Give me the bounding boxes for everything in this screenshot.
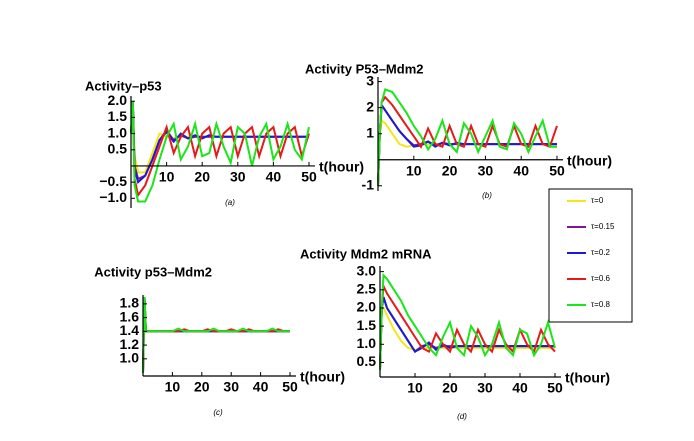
series-line [379, 307, 555, 370]
x-tick-label: 30 [478, 162, 494, 178]
y-tick-label: 1.0 [357, 335, 377, 351]
x-tick-label: 50 [549, 162, 565, 178]
y-tick-label: 3 [366, 72, 374, 88]
y-tick-label: 1.0 [108, 124, 128, 140]
x-tick-label: 10 [159, 169, 175, 185]
legend-label: τ=0.15 [591, 222, 615, 231]
y-tick-label: 1.0 [120, 350, 140, 366]
chart-title: Activity P53–Mdm2 [305, 61, 424, 76]
caption: (c) [213, 408, 223, 417]
y-tick-label: 2.5 [357, 281, 377, 297]
series-line [379, 272, 556, 370]
y-tick-label: 0.5 [357, 353, 377, 369]
series-line [377, 118, 557, 186]
legend-label: τ=0 [591, 196, 604, 205]
y-tick-label: 0.5 [108, 140, 128, 156]
y-tick-label: 2.0 [357, 299, 377, 315]
caption: (b) [482, 191, 492, 200]
x-axis-label: t(hour) [300, 369, 345, 385]
y-tick-label: 1.6 [120, 308, 140, 324]
x-tick-label: 30 [230, 169, 246, 185]
x-tick-label: 50 [301, 169, 317, 185]
caption: (d) [457, 412, 467, 421]
chart-title: Activity Mdm2 mRNA [300, 246, 432, 261]
series-line [142, 296, 290, 373]
y-tick-label: -1 [362, 176, 375, 192]
x-tick-label: 50 [282, 379, 298, 395]
y-tick-label: 1.4 [120, 322, 140, 338]
y-tick-label: 1 [366, 124, 374, 140]
x-axis-label: t(hour) [319, 159, 364, 175]
x-tick-label: 40 [512, 380, 528, 396]
series-line [379, 296, 555, 370]
series-line [379, 282, 556, 370]
x-tick-label: 40 [513, 162, 529, 178]
legend-label: τ=0.8 [591, 300, 611, 309]
y-tick-label: 3.0 [357, 262, 377, 278]
legend-label: τ=0.2 [591, 248, 611, 257]
series-line [130, 101, 310, 198]
y-tick-label: 2.0 [108, 92, 128, 108]
x-tick-label: 10 [406, 162, 422, 178]
chart-title: Activity–p53 [85, 78, 162, 93]
y-tick-label: 1.8 [120, 295, 140, 311]
x-tick-label: 10 [407, 380, 423, 396]
y-tick-label: −1.0 [99, 189, 127, 205]
x-tick-label: 20 [442, 380, 458, 396]
y-tick-label: 2 [366, 98, 374, 114]
x-tick-label: 40 [266, 169, 282, 185]
x-tick-label: 30 [477, 380, 493, 396]
caption: (a) [225, 198, 235, 207]
y-tick-label: −0.5 [99, 173, 127, 189]
x-tick-label: 20 [194, 169, 210, 185]
series-line [142, 296, 290, 373]
y-tick-label: 1.2 [120, 336, 140, 352]
chart-title: Activity p53–Mdm2 [94, 264, 212, 279]
x-tick-label: 50 [547, 380, 563, 396]
x-axis-label: t(hour) [567, 152, 612, 168]
x-tick-label: 20 [194, 379, 210, 395]
series-line [377, 88, 557, 186]
x-tick-label: 10 [165, 379, 181, 395]
x-tick-label: 40 [253, 379, 269, 395]
series-line [379, 296, 555, 370]
series-line [142, 296, 290, 373]
x-axis-label: t(hour) [565, 370, 610, 386]
series-line [142, 296, 290, 373]
y-tick-label: 1.5 [357, 317, 377, 333]
series-line [130, 101, 310, 203]
legend-box [548, 188, 633, 323]
legend-label: τ=0.6 [591, 274, 611, 283]
x-tick-label: 20 [442, 162, 458, 178]
series-line [142, 296, 290, 373]
x-tick-label: 30 [223, 379, 239, 395]
y-tick-label: 1.5 [108, 108, 128, 124]
